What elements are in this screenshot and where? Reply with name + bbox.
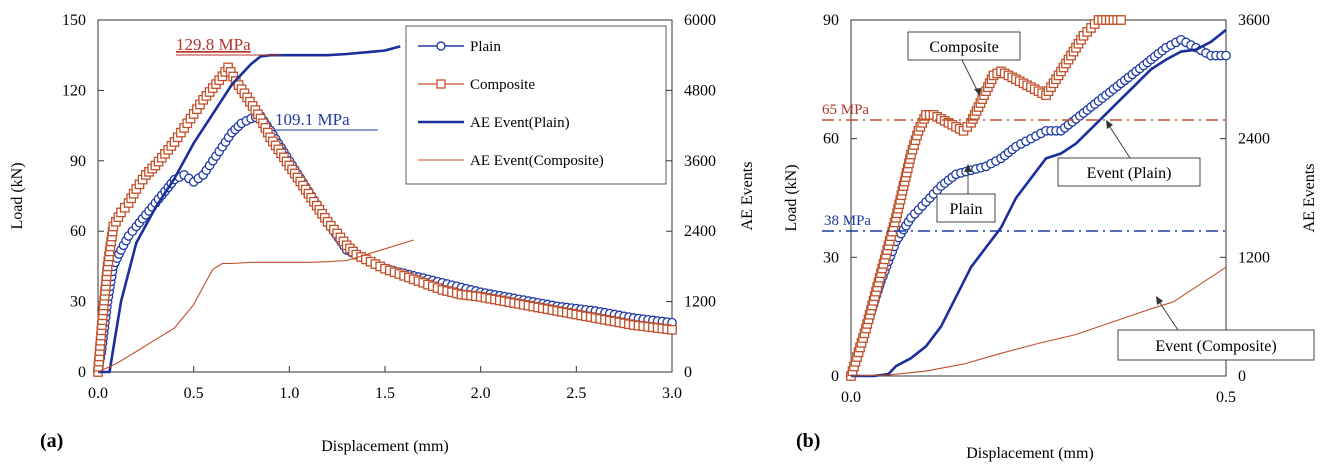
- callout-composite-box: [907, 31, 1021, 61]
- panel-b-y2tick-label: 3600: [1238, 12, 1270, 29]
- callout-composite: Composite: [907, 31, 1021, 97]
- callout-event-composite: Event (Composite): [1117, 296, 1315, 361]
- callout-event-composite-box: [1117, 329, 1315, 361]
- panel-a-series: [93, 45, 677, 377]
- legend-plain-marker: [436, 41, 446, 51]
- panel-a-xtick-label: 2.0: [471, 385, 491, 402]
- panel-a-ytick-label: 150: [62, 12, 86, 29]
- callout-plain-text: Plain: [950, 201, 983, 218]
- panel-a-y2tick-label: 6000: [684, 12, 716, 29]
- callout-event-plain-text: Event (Plain): [1087, 165, 1172, 182]
- panel-b-series-line-event-composite-: [850, 266, 1227, 377]
- annotation-plain-peak: 109.1 MPa: [275, 110, 350, 129]
- panel-b-y2tick-label: 0: [1238, 368, 1246, 385]
- callout-event-plain-arrowhead: [1106, 120, 1113, 129]
- panel-a-xtick-label: 1.5: [375, 385, 395, 402]
- callout-plain-box: [936, 193, 996, 223]
- panel-a-ytick-label: 0: [78, 364, 86, 381]
- panel-a-ytick-label: 60: [70, 223, 86, 240]
- panel-a-ytick-label: 30: [70, 294, 86, 311]
- panel-a-y2tick-label: 0: [684, 364, 692, 381]
- callout-event-composite-arrowhead: [1156, 296, 1163, 305]
- legend-ae-plain-label: AE Event(Plain): [470, 115, 570, 131]
- callout-event-plain: Event (Plain): [1057, 120, 1201, 187]
- panel-a-ytick-label: 120: [62, 82, 86, 99]
- panel-a-xtick-label: 3.0: [662, 385, 682, 402]
- panel-b-xtick-label: 0.5: [1216, 389, 1236, 406]
- panel-b-y2tick-label: 2400: [1238, 131, 1270, 148]
- panel-b-point-composite: [1116, 15, 1126, 25]
- panel-a-legend: Plain Composite AE Event(Plain) AE Event…: [405, 25, 667, 185]
- panel-b-ytick-label: 30: [823, 249, 839, 266]
- panel-b-series: [846, 15, 1231, 381]
- panel-b-y2tick-label: 1200: [1238, 249, 1270, 266]
- panel-a-ytick-label: 90: [70, 153, 86, 170]
- panel-a-xtick-label: 2.5: [566, 385, 586, 402]
- panel-a-y2tick-label: 2400: [684, 223, 716, 240]
- callout-event-plain-box: [1057, 157, 1201, 187]
- callout-plain-arrowhead: [964, 164, 972, 172]
- panel-a-axes: 0.0 0.5 1.0 1.5 2.0 2.5 3.00306090120150012002…: [62, 12, 716, 402]
- panel-b-label: (b): [796, 430, 820, 452]
- panel-a-series-line-ae-event-plain-: [98, 45, 401, 374]
- callout-event-composite-text: Event (Composite): [1155, 338, 1276, 355]
- panel-a-xtick-label: 0.5: [184, 385, 204, 402]
- panel-a-series-line-ae-event-composite-: [97, 239, 414, 373]
- legend-composite-marker: [436, 79, 446, 89]
- reference-label-65mpa: 65 MPa: [822, 102, 869, 118]
- panel-a-y2tick-label: 1200: [684, 294, 716, 311]
- legend-box: [405, 25, 667, 185]
- panel-b-xtick-label: 0.0: [841, 389, 861, 406]
- panel-b-ytick-label: 90: [823, 12, 839, 29]
- panel-a-ylabel: Load (kN): [9, 162, 26, 229]
- callout-composite-text: Composite: [929, 39, 998, 56]
- panel-a-xtick-label: 0.0: [88, 385, 108, 402]
- panel-a-y2tick-label: 3600: [684, 153, 716, 170]
- panel-b-point-plain: [1221, 50, 1231, 61]
- panel-b-ylabel: Load (kN): [783, 164, 800, 231]
- panel-a-point-composite: [667, 324, 677, 335]
- panel-a-y2tick-label: 4800: [684, 82, 716, 99]
- callout-composite-arrowhead: [974, 88, 981, 96]
- legend-plain-label: Plain: [470, 39, 501, 55]
- annotation-composite-peak: 129.8 MPa: [176, 35, 251, 54]
- panel-b-y2label: AE Events: [1301, 164, 1318, 233]
- panel-a-xtick-label: 1.0: [279, 385, 299, 402]
- panel-a-y2label: AE Events: [739, 162, 756, 231]
- panel-b-xlabel: Displacement (mm): [966, 445, 1094, 462]
- legend-ae-composite-label: AE Event(Composite): [470, 153, 604, 169]
- callout-event-composite-arrow: [1157, 299, 1179, 331]
- callout-event-plain-arrow: [1107, 123, 1131, 159]
- callout-plain: Plain: [936, 164, 996, 223]
- panel-b-plot-frame: [850, 19, 1227, 377]
- legend-composite-label: Composite: [470, 77, 535, 93]
- panel-b-ytick-label: 0: [831, 368, 839, 385]
- panel-b-series-line-event-plain-: [851, 28, 1227, 378]
- panel-a-chart: 0.0 0.5 1.0 1.5 2.0 2.5 3.00306090120150012002…: [9, 12, 756, 455]
- panel-a-xlabel: Displacement (mm): [321, 438, 449, 455]
- reference-label-38mpa: 38 MPa: [824, 213, 871, 229]
- panel-b-ytick-label: 60: [823, 131, 839, 148]
- panel-a-label: (a): [40, 430, 63, 452]
